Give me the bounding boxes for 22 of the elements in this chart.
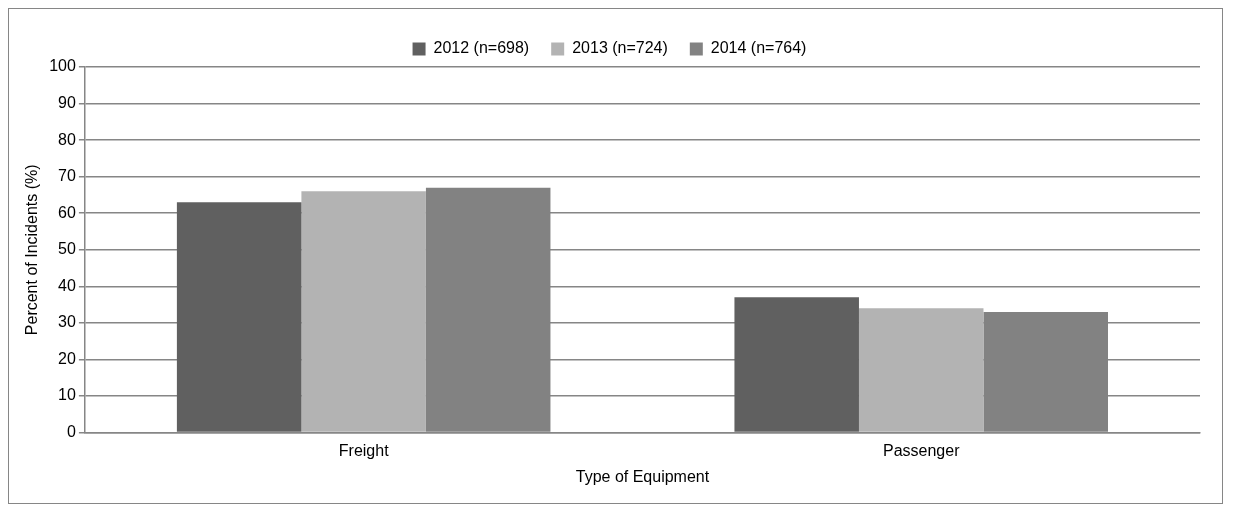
legend-label: 2014 (n=764) — [710, 39, 807, 57]
y-tick-label: 80 — [58, 130, 76, 148]
bar — [858, 308, 984, 432]
bar — [734, 297, 859, 432]
y-tick-label: 30 — [58, 313, 76, 331]
x-axis-title: Type of Equipment — [575, 467, 710, 485]
y-tick-label: 0 — [66, 423, 76, 441]
legend-label: 2013 (n=724) — [572, 39, 668, 57]
x-tick-label: Passenger — [882, 441, 961, 459]
legend-label: 2012 (n=698) — [433, 39, 530, 57]
y-tick-label: 20 — [58, 349, 76, 367]
y-tick-label: 90 — [58, 93, 76, 111]
y-tick-label: 50 — [58, 240, 76, 258]
y-tick-label: 40 — [58, 276, 76, 294]
y-tick-label: 70 — [58, 167, 76, 185]
y-tick-label: 100 — [49, 57, 76, 75]
x-tick-label: Freight — [338, 441, 390, 459]
y-tick-label: 10 — [58, 386, 76, 404]
y-axis-title: Percent of Incidents (%) — [23, 164, 41, 336]
bar — [301, 191, 426, 432]
y-tick-label: 60 — [58, 203, 76, 221]
bar — [176, 202, 302, 432]
